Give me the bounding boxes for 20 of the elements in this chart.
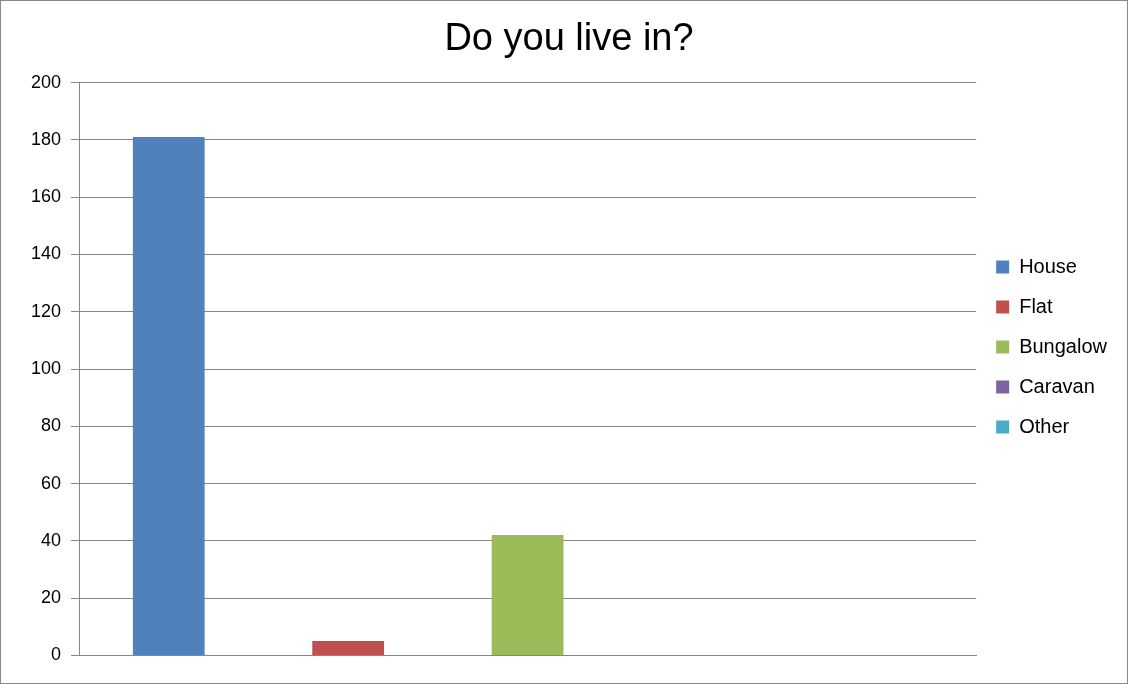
y-tick-label: 120 [30,300,62,321]
bar [312,641,385,655]
legend-label: Caravan [1019,374,1095,397]
y-tick-label: 140 [30,243,62,264]
y-tick-label: 80 [41,415,62,436]
bar [132,137,205,655]
chart-title: Do you live in? [444,16,694,59]
y-tick-label: 0 [51,644,62,665]
y-tick-label: 40 [41,529,62,550]
bar [491,535,564,655]
legend-label: Flat [1019,294,1053,317]
legend-label: Other [1019,414,1070,437]
y-tick-label: 60 [41,472,62,493]
y-tick-label: 200 [30,71,62,92]
y-tick-label: 160 [30,186,62,207]
legend-label: House [1019,254,1077,277]
y-tick-label: 100 [30,357,62,378]
legend-label: Bungalow [1019,334,1108,357]
y-tick-label: 20 [41,587,62,608]
y-tick-label: 180 [30,128,62,149]
